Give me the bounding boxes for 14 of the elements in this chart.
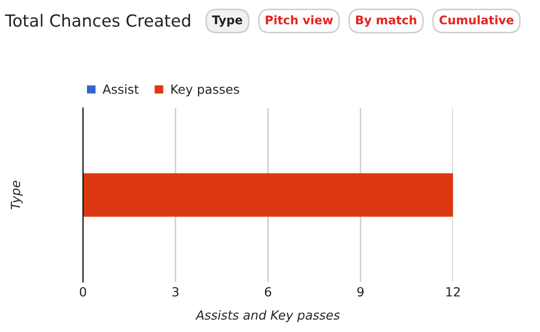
legend-label: Assist bbox=[102, 84, 139, 94]
x-axis-title: Assists and Key passes bbox=[195, 310, 340, 322]
x-tick-label: 12 bbox=[446, 287, 460, 296]
x-tick-label: 3 bbox=[172, 287, 178, 297]
legend-label: Key passes bbox=[171, 84, 240, 96]
text: Pitch view bbox=[266, 15, 333, 24]
y-axis-title: Type bbox=[10, 180, 23, 210]
text: Cumulative bbox=[439, 15, 514, 24]
text: By match bbox=[356, 15, 416, 27]
text: Type bbox=[212, 16, 242, 27]
x-tick-label: 6 bbox=[264, 287, 272, 297]
x-tick-label: 0 bbox=[80, 287, 86, 297]
chart-title: Total Chances Created bbox=[4, 14, 190, 27]
x-tick-label: 9 bbox=[357, 287, 364, 297]
